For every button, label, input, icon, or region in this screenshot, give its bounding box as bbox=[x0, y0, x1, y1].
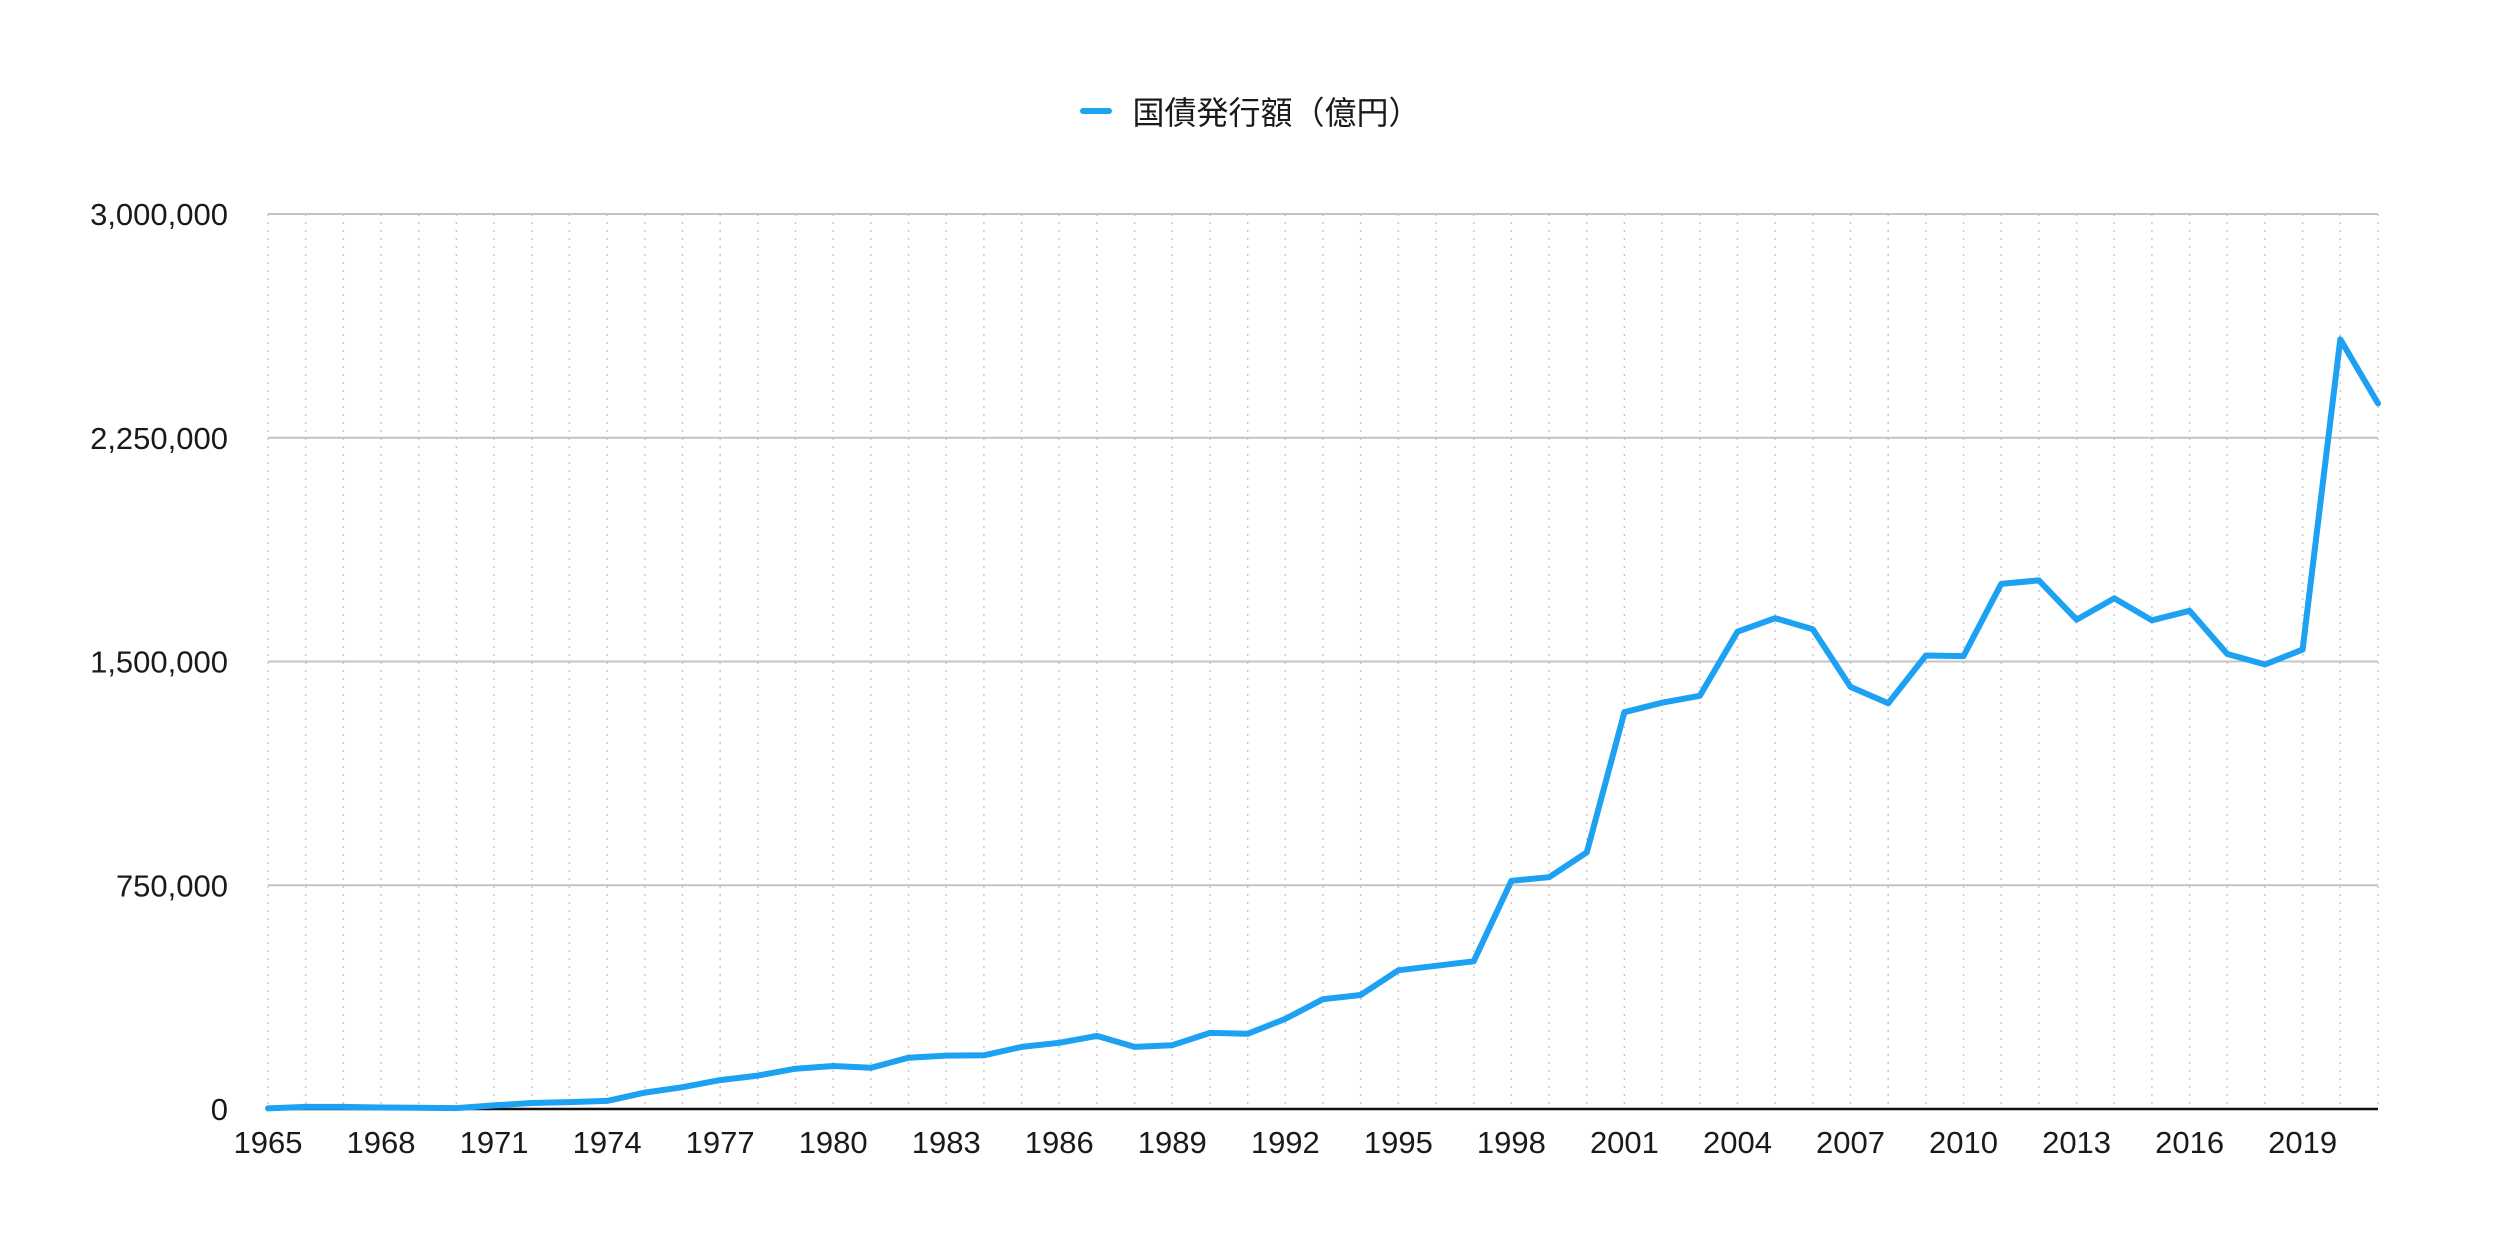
x-tick-label: 2010 bbox=[1929, 1125, 1998, 1160]
x-tick-label: 1989 bbox=[1138, 1125, 1207, 1160]
x-tick-label: 1971 bbox=[460, 1125, 529, 1160]
x-tick-label: 2001 bbox=[1590, 1125, 1659, 1160]
x-tick-label: 2013 bbox=[2042, 1125, 2111, 1160]
x-tick-label: 2019 bbox=[2268, 1125, 2337, 1160]
x-tick-label: 1986 bbox=[1025, 1125, 1094, 1160]
minor-gridlines bbox=[267, 214, 2379, 1109]
legend-swatch bbox=[1080, 108, 1113, 114]
x-axis-tick-labels: 1965 1968 1971 1974 1977 1980 1983 1986 1989 1992… bbox=[234, 1125, 2338, 1160]
series-layer bbox=[265, 336, 2381, 1112]
y-axis-tick-labels: 0 750,000 1,500,000 2,250,000 3,000,000 bbox=[90, 197, 228, 1127]
y-tick-label: 1,500,000 bbox=[90, 645, 228, 680]
x-tick-label: 1983 bbox=[912, 1125, 981, 1160]
series-line bbox=[265, 336, 2381, 1112]
x-tick-label: 1992 bbox=[1251, 1125, 1320, 1160]
x-tick-label: 1974 bbox=[573, 1125, 642, 1160]
x-tick-label: 1965 bbox=[234, 1125, 303, 1160]
x-tick-label: 2004 bbox=[1703, 1125, 1772, 1160]
x-tick-label: 2007 bbox=[1816, 1125, 1885, 1160]
y-tick-label: 3,000,000 bbox=[90, 197, 228, 232]
x-tick-label: 1968 bbox=[347, 1125, 416, 1160]
y-tick-label: 750,000 bbox=[116, 868, 228, 903]
legend-label: 国債発行額（億円） bbox=[1132, 94, 1421, 132]
x-tick-label: 1998 bbox=[1477, 1125, 1546, 1160]
y-tick-label: 0 bbox=[211, 1092, 228, 1127]
x-tick-label: 1977 bbox=[686, 1125, 755, 1160]
x-tick-label: 1980 bbox=[799, 1125, 868, 1160]
legend: 国債発行額（億円） bbox=[0, 88, 2501, 134]
x-tick-label: 2016 bbox=[2155, 1125, 2224, 1160]
x-tick-label: 1995 bbox=[1364, 1125, 1433, 1160]
y-tick-label: 2,250,000 bbox=[90, 421, 228, 456]
major-gridlines bbox=[268, 213, 2378, 887]
